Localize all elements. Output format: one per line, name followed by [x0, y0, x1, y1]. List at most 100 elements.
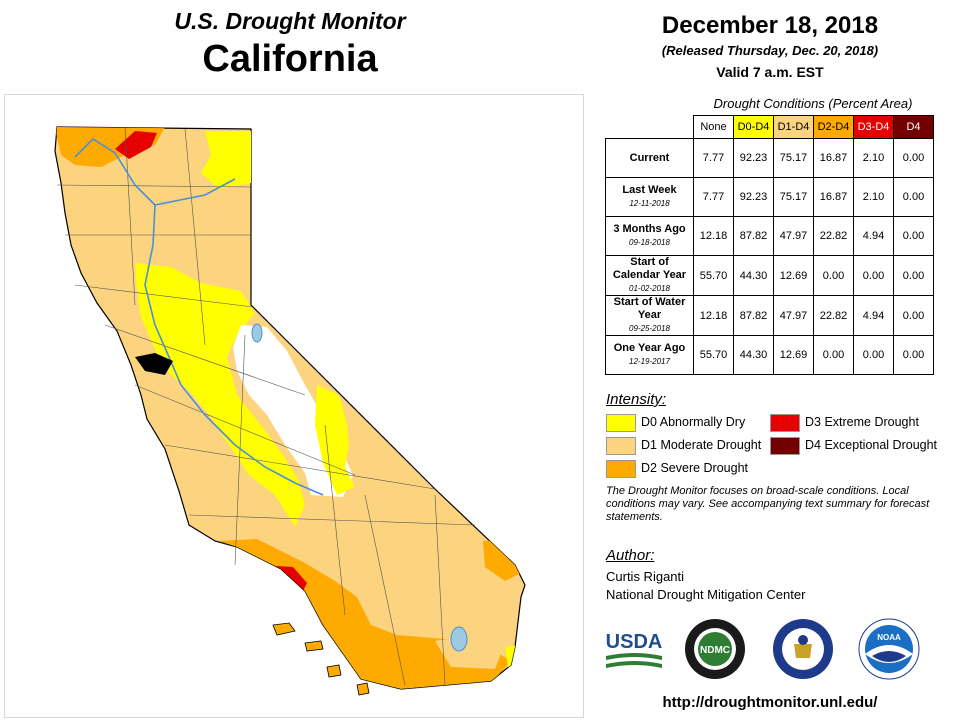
row-label-text: Last Week [622, 184, 677, 196]
table-cell: 12.69 [773, 255, 814, 296]
row-label-date: 09-18-2018 [629, 238, 670, 247]
table-cell: 0.00 [893, 138, 934, 178]
conditions-row: Start of Calendar Year 01-02-2018 55.70 44.… [605, 255, 934, 296]
map-title: U.S. Drought Monitor [174, 8, 406, 34]
table-cell: 0.00 [893, 295, 934, 336]
table-cell: 16.87 [813, 138, 854, 178]
table-cell: 0.00 [893, 177, 934, 217]
ndmc-logo: NDMC [685, 619, 745, 679]
website-url[interactable]: http://droughtmonitor.unl.edu/ [662, 694, 878, 711]
legend-label-d1: D1 Moderate Drought [641, 438, 762, 452]
disclaimer-note: The Drought Monitor focuses on broad-sca… [606, 485, 930, 523]
row-label-date: 12-11-2018 [629, 199, 670, 208]
table-cell: 0.00 [813, 255, 854, 296]
conditions-row: 3 Months Ago 09-18-2018 12.18 87.82 47.97 22.… [605, 216, 934, 256]
ndmc-logo-text: NDMC [700, 645, 730, 656]
conditions-header-row: None D0-D4 D1-D4 D2-D4 D3-D4 D4 [606, 115, 934, 139]
channel-islands [272, 622, 370, 696]
table-cell: 2.10 [853, 177, 894, 217]
table-cell: 4.94 [853, 216, 894, 256]
lake-tahoe [251, 323, 263, 343]
conditions-title: Drought Conditions (Percent Area) [713, 96, 913, 111]
conditions-body: Current 7.77 92.23 75.17 16.87 2.10 0.00 Last W… [605, 138, 934, 375]
table-cell: 87.82 [733, 216, 774, 256]
noaa-logo-text: NOAA [877, 633, 901, 642]
bay-area-water [135, 353, 173, 375]
legend-label-d0: D0 Abnormally Dry [641, 415, 746, 429]
table-cell: 7.77 [693, 177, 734, 217]
conditions-table: None D0-D4 D1-D4 D2-D4 D3-D4 D4 Current 7… [605, 115, 934, 375]
col-header: D1-D4 [773, 115, 814, 139]
table-cell: 47.97 [773, 295, 814, 336]
table-cell: 12.18 [693, 216, 734, 256]
conditions-row: One Year Ago 12-19-2017 55.70 44.30 12.69 0.0… [605, 335, 934, 375]
col-header: D2-D4 [813, 115, 854, 139]
usda-logo: USDA [606, 631, 662, 668]
author-name: Curtis Riganti [606, 569, 685, 584]
table-cell: 55.70 [693, 255, 734, 296]
table-cell: 22.82 [813, 295, 854, 336]
row-label: 3 Months Ago 09-18-2018 [605, 216, 694, 256]
table-cell: 75.17 [773, 138, 814, 178]
table-cell: 87.82 [733, 295, 774, 336]
table-cell: 92.23 [733, 138, 774, 178]
california-map-svg [54, 126, 526, 696]
header-blank [606, 116, 694, 139]
doc-seal-logo [773, 619, 833, 679]
table-cell: 12.18 [693, 295, 734, 336]
row-label: Last Week 12-11-2018 [605, 177, 694, 217]
legend-swatch-d4 [770, 437, 800, 455]
table-cell: 7.77 [693, 138, 734, 178]
table-cell: 16.87 [813, 177, 854, 217]
noaa-logo: NOAA [858, 618, 920, 680]
row-label-text: Start of Water Year [613, 296, 686, 321]
row-label: Start of Calendar Year 01-02-2018 [605, 255, 694, 296]
conditions-row: Start of Water Year 09-25-2018 12.18 87.82 4… [605, 295, 934, 336]
intensity-title: Intensity: [606, 391, 667, 408]
author-org: National Drought Mitigation Center [606, 587, 806, 602]
d3-region-north [115, 131, 157, 159]
d0-region-east [315, 385, 355, 495]
d0-region-southeast-tip [505, 645, 523, 673]
col-header: D4 [893, 115, 934, 139]
col-header: D3-D4 [853, 115, 894, 139]
table-cell: 0.00 [853, 255, 894, 296]
legend-label-d4: D4 Exceptional Drought [805, 438, 938, 452]
valid-time: Valid 7 a.m. EST [716, 64, 824, 80]
table-cell: 0.00 [893, 216, 934, 256]
legend-label-d3: D3 Extreme Drought [805, 415, 919, 429]
table-cell: 75.17 [773, 177, 814, 217]
row-label-text: Start of Calendar Year [612, 256, 687, 281]
row-label-text: One Year Ago [613, 342, 686, 354]
table-cell: 0.00 [893, 335, 934, 375]
legend-swatch-d2 [606, 460, 636, 478]
table-cell: 44.30 [733, 335, 774, 375]
table-cell: 2.10 [853, 138, 894, 178]
table-cell: 55.70 [693, 335, 734, 375]
table-cell: 92.23 [733, 177, 774, 217]
county-lines [56, 126, 476, 686]
col-header: D0-D4 [733, 115, 774, 139]
col-header: None [693, 115, 734, 139]
row-label: Start of Water Year 09-25-2018 [605, 295, 694, 336]
author-title: Author: [606, 547, 655, 564]
row-label: One Year Ago 12-19-2017 [605, 335, 694, 375]
table-cell: 47.97 [773, 216, 814, 256]
table-cell: 0.00 [853, 335, 894, 375]
legend-label-d2: D2 Severe Drought [641, 461, 749, 475]
salton-sea [450, 626, 468, 652]
state-title: California [202, 38, 378, 80]
row-label: Current [605, 138, 694, 178]
map-date: December 18, 2018 [661, 12, 879, 39]
legend-swatch-d1 [606, 437, 636, 455]
conditions-row: Current 7.77 92.23 75.17 16.87 2.10 0.00 [605, 138, 934, 178]
row-label-date: 01-02-2018 [629, 284, 670, 293]
table-cell: 22.82 [813, 216, 854, 256]
drought-map [4, 94, 584, 718]
table-cell: 4.94 [853, 295, 894, 336]
row-label-date: 09-25-2018 [629, 324, 670, 333]
rivers [74, 137, 324, 496]
table-cell: 44.30 [733, 255, 774, 296]
conditions-row: Last Week 12-11-2018 7.77 92.23 75.17 16.87 2.… [605, 177, 934, 217]
row-label-text: Current [629, 151, 670, 164]
